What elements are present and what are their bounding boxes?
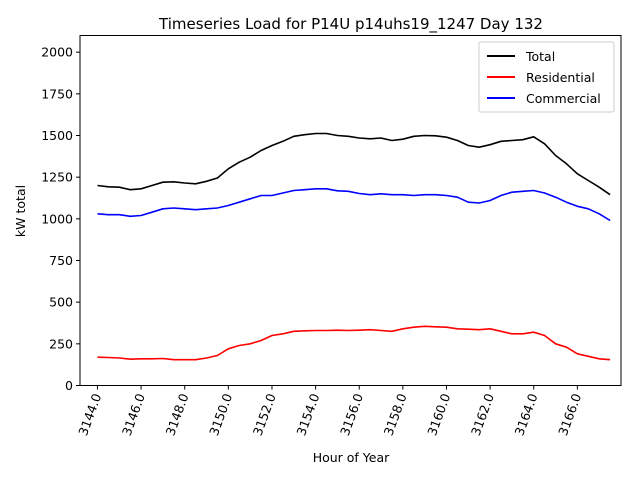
x-axis-label: Hour of Year — [313, 450, 390, 465]
series-line-total — [97, 132, 611, 196]
legend-label-total: Total — [525, 49, 555, 64]
y-tick-label: 500 — [49, 295, 73, 310]
chart-title: Timeseries Load for P14U p14uhs19_1247 D… — [158, 15, 543, 34]
axes-frame — [79, 35, 622, 386]
legend-label-residential: Residential — [526, 70, 595, 85]
y-tick-label: 0 — [65, 378, 73, 393]
legend-label-commercial: Commercial — [526, 91, 601, 106]
legend: Total Residential Commercial — [478, 41, 615, 113]
y-tick-label: 1500 — [41, 128, 73, 143]
y-tick-label: 1250 — [41, 170, 73, 185]
series-line-residential — [97, 325, 611, 361]
y-axis-label: kW total — [13, 185, 28, 237]
y-axis-ticks: 0 250 500 750 1000 1250 1500 1750 2000 — [41, 45, 80, 393]
y-tick-label: 750 — [49, 253, 73, 268]
y-tick-label: 250 — [49, 336, 73, 351]
legend-box — [478, 41, 615, 113]
plot-lines — [97, 132, 611, 361]
y-tick-label: 1750 — [41, 86, 73, 101]
y-tick-label: 1000 — [41, 211, 73, 226]
series-line-commercial — [97, 188, 611, 222]
y-tick-label: 2000 — [41, 45, 73, 60]
